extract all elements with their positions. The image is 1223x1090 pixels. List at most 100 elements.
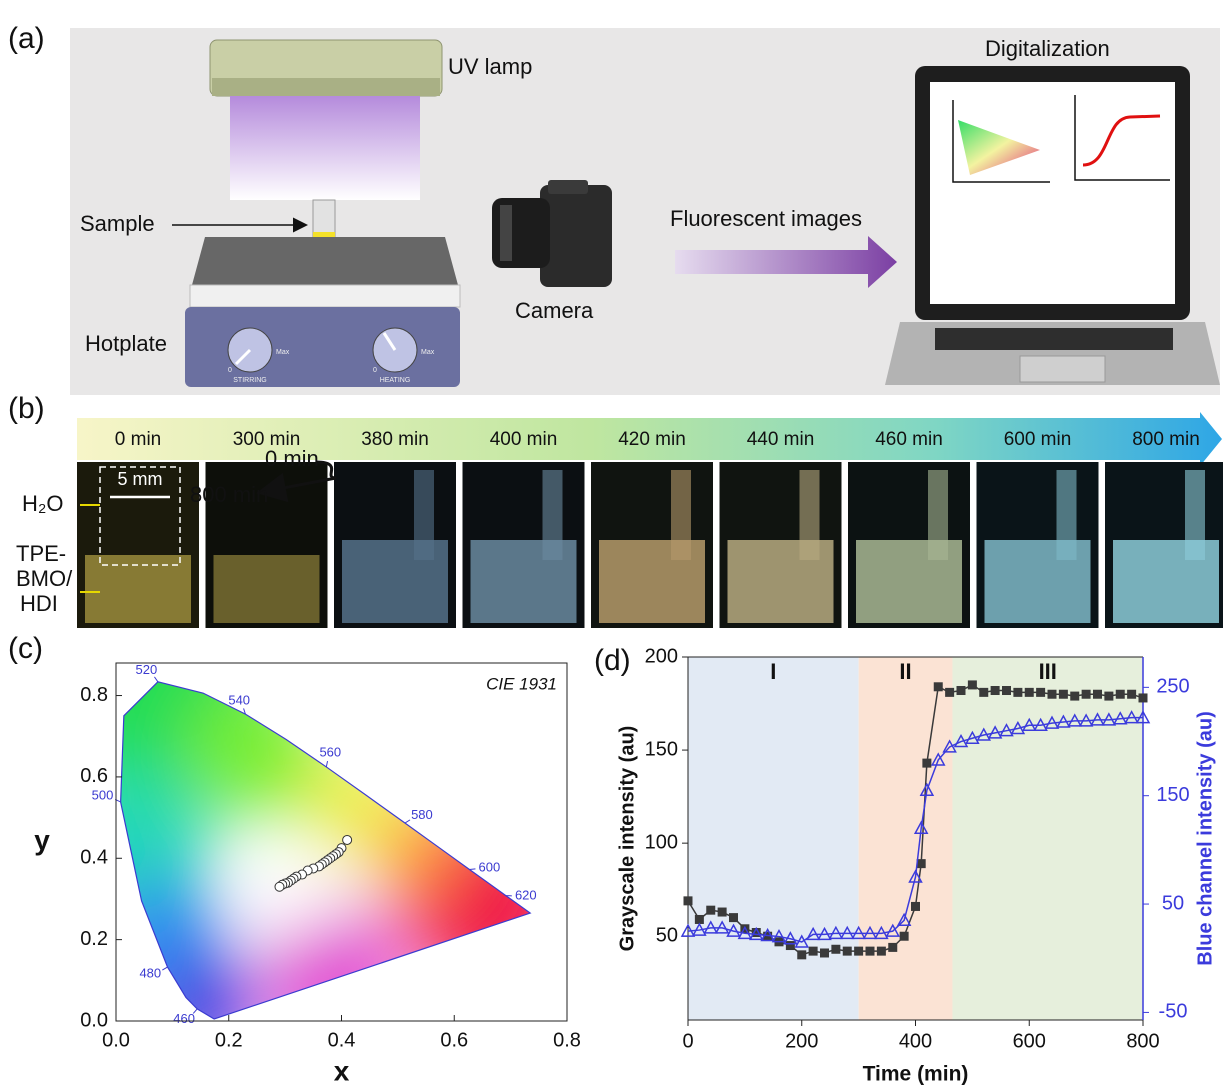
camera-label: Camera [515, 298, 594, 323]
time-label: 0 min [115, 429, 161, 450]
time-label: 460 min [875, 429, 943, 450]
region-label: I [770, 659, 776, 684]
data-point [1116, 690, 1125, 699]
region-label: III [1039, 659, 1057, 684]
data-point [934, 682, 943, 691]
photo-foam [1185, 470, 1205, 560]
y2-tick-label: 50 [1162, 892, 1184, 914]
wavelength-label: 620 [515, 888, 537, 903]
data-point [877, 947, 886, 956]
page: body { margin: 0; background: #fff; font… [0, 0, 1223, 1090]
y2-tick-label: 250 [1156, 676, 1189, 698]
data-point [1002, 686, 1011, 695]
y-tick-label: 150 [645, 738, 678, 760]
data-point [1093, 690, 1102, 699]
y-tick-label: 0.4 [80, 847, 108, 869]
data-point [979, 688, 988, 697]
x-tick-label: 800 [1126, 1030, 1159, 1052]
data-point [854, 947, 863, 956]
gamut-color [146, 958, 256, 1068]
wavelength-tick [326, 761, 327, 767]
x-tick-label: 0.6 [440, 1029, 468, 1051]
x-tick-label: 0 [682, 1030, 693, 1052]
data-point [820, 948, 829, 957]
data-point [991, 686, 1000, 695]
data-point [968, 680, 977, 689]
data-point [684, 896, 693, 905]
data-point [706, 906, 715, 915]
arrow-label: 0 min [265, 446, 319, 471]
data-point [1013, 688, 1022, 697]
knob-max: Max [421, 349, 435, 356]
gamut-color [298, 750, 408, 860]
region-label: II [899, 659, 911, 684]
knob-label: HEATING [380, 377, 411, 384]
y-axis-label: y [34, 824, 50, 855]
data-point [866, 947, 875, 956]
scale-bar-label: 5 mm [118, 469, 163, 489]
data-point [900, 932, 909, 941]
keyboard [935, 328, 1173, 350]
data-point [797, 950, 806, 959]
hotplate-label: Hotplate [85, 331, 167, 356]
data-point [1070, 692, 1079, 701]
arrow-label: Fluorescent images [670, 206, 862, 231]
x-tick-label: 600 [1013, 1030, 1046, 1052]
wavelength-label: 600 [479, 859, 501, 874]
data-point [343, 835, 352, 844]
data-point [1059, 690, 1068, 699]
data-point [1104, 692, 1113, 701]
data-point [786, 941, 795, 950]
annotation: CIE 1931 [486, 674, 557, 693]
y-tick-label: 0.0 [80, 1009, 108, 1031]
data-point [1048, 690, 1057, 699]
arrow-label: 800 min [190, 482, 268, 507]
wavelength-label: 460 [173, 1011, 195, 1026]
uv-light [230, 96, 420, 200]
data-point [911, 902, 920, 911]
y-tick-label: 200 [645, 645, 678, 667]
data-point [729, 913, 738, 922]
y2-axis-label: Blue channel intensity (au) [1194, 711, 1216, 965]
wavelength-tick [469, 869, 475, 870]
panel-label: (c) [8, 632, 43, 665]
data-point [809, 947, 818, 956]
hotplate-front [185, 307, 460, 387]
wavelength-tick [154, 677, 157, 682]
region [859, 657, 953, 1020]
wavelength-label: 480 [139, 966, 161, 981]
uv-lamp-base [212, 78, 440, 96]
sample-label: Sample [80, 211, 155, 236]
wavelength-tick [405, 820, 410, 823]
time-label: 800 min [1132, 429, 1200, 450]
photo-foam [928, 470, 948, 560]
y-tick-label: 50 [656, 925, 678, 947]
knob-zero: 0 [373, 367, 377, 374]
data-point [888, 943, 897, 952]
knob-label: STIRRING [233, 377, 266, 384]
y-tick-label: 0.6 [80, 765, 108, 787]
x-axis-label: x [334, 1055, 350, 1086]
data-point [945, 688, 954, 697]
y-tick-label: 0.2 [80, 928, 108, 950]
photo-sample [214, 555, 320, 623]
data-point [1082, 690, 1091, 699]
photo-foam [800, 470, 820, 560]
camera-lens-ring [500, 205, 512, 261]
knob-zero: 0 [228, 367, 232, 374]
panel-label: (b) [8, 392, 45, 425]
data-point [1036, 688, 1045, 697]
x-tick-label: 0.8 [553, 1029, 581, 1051]
panel-label: (d) [594, 644, 631, 677]
data-point [718, 908, 727, 917]
knob-max: Max [276, 349, 290, 356]
y-axis-label: Grayscale intensity (au) [616, 726, 638, 952]
time-label: 400 min [490, 429, 558, 450]
figure: (a) UV lamp STIRRING HEATING Max Max 0 0… [0, 0, 1223, 1090]
trackpad [1020, 356, 1105, 382]
data-point [1127, 690, 1136, 699]
gamut-colors [41, 584, 578, 1068]
mixture-label: HDI [20, 591, 58, 616]
hotplate-band [190, 285, 460, 307]
panel-label: (a) [8, 22, 45, 55]
